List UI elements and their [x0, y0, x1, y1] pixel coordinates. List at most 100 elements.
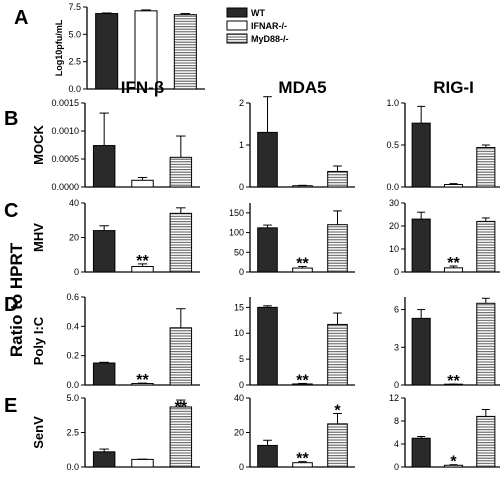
y-tick-label: 40: [234, 393, 244, 403]
bar-wt: [411, 317, 431, 386]
row-label: MOCK: [31, 125, 46, 165]
legend-swatch-ifnar: [226, 20, 248, 31]
y-tick-label: 6: [394, 305, 399, 315]
y-tick-label: 100: [229, 228, 244, 238]
row-label: SenV: [31, 416, 46, 449]
significance-stars: **: [296, 451, 309, 468]
panel-letter-b: B: [4, 108, 18, 130]
y-tick-label: 30: [389, 198, 399, 208]
legend: WT IFNAR-/- MyD88-/-: [226, 7, 289, 44]
panel-c-mda5: 0 50 100 150 **: [229, 203, 355, 277]
panel-d-ifnb: 0.0 0.2 0.4 0.6 ** D Poly I:C: [4, 292, 200, 390]
legend-label-ifnar: IFNAR-/-: [251, 21, 287, 31]
y-tick-label: 3: [394, 342, 399, 352]
bar-myd88: [173, 14, 197, 90]
y-tick-label: 0.0: [66, 462, 79, 472]
y-tick-label: 2.5: [66, 428, 79, 438]
y-tick-label: 150: [229, 208, 244, 218]
row-label: MHV: [31, 223, 46, 252]
bar-ifnar: [131, 458, 154, 468]
y-tick-label: 5.0: [66, 393, 79, 403]
bar-myd88: [169, 156, 193, 188]
y-tick-label: 0.5: [386, 140, 399, 150]
panel-c-rigi: 0 10 20 30 **: [389, 198, 500, 277]
bar-myd88: [476, 302, 496, 386]
y-tick-label: 0.6: [66, 292, 79, 302]
significance-stars: **: [296, 255, 309, 272]
y-tick-label: 0.0: [68, 84, 81, 94]
y-tick-label: 4: [394, 439, 399, 449]
panel-a: 0.0 2.5 5.0 7.5 A Log10pfu/mL: [14, 2, 205, 94]
y-tick-label: 0.0: [386, 182, 399, 192]
bar-wt: [95, 13, 119, 90]
bar-myd88: [476, 220, 496, 273]
bar-wt: [257, 444, 278, 468]
bar-myd88: [476, 415, 496, 468]
panel-b-ifnb: 0.0000 0.0005 0.0010 0.0015 B IFN-β MOCK: [4, 78, 200, 192]
panel-d-mda5: 0 5 10 15 **: [234, 297, 355, 390]
y-tick-label: 2.5: [68, 57, 81, 67]
y-tick-label: 0.0: [66, 380, 79, 390]
significance-stars: *: [334, 403, 341, 420]
y-tick-label: 20: [234, 428, 244, 438]
y-tick-label: 0: [74, 267, 79, 277]
bar-myd88: [327, 170, 348, 188]
y-tick-label: 0.4: [66, 321, 79, 331]
bar-wt: [411, 218, 431, 273]
bar-wt: [92, 145, 116, 188]
legend-swatch-myd88: [226, 33, 248, 44]
panel-e-ifnb: 0.0 2.5 5.0 ** E SenV: [4, 393, 200, 472]
y-tick-label: 0: [239, 267, 244, 277]
y-tick-label: 0.0015: [51, 98, 79, 108]
y-tick-label: 0.2: [66, 351, 79, 361]
significance-stars: **: [136, 253, 149, 270]
y-tick-label: 0: [239, 380, 244, 390]
bar-wt: [92, 230, 116, 273]
bar-wt: [92, 451, 116, 468]
significance-stars: *: [450, 454, 457, 471]
bar-ifnar: [443, 183, 464, 188]
panel-letter-d: D: [4, 294, 18, 316]
column-title: IFN-β: [121, 78, 164, 97]
y-tick-label: 1.0: [386, 98, 399, 108]
column-title: MDA5: [278, 78, 326, 97]
y-tick-label: 10: [389, 244, 399, 254]
panel-letter-c: C: [4, 200, 18, 222]
y-tick-label: 0: [239, 462, 244, 472]
y-tick-label: 15: [234, 302, 244, 312]
big-ylabel: Ratio to HPRT: [7, 242, 26, 357]
y-tick-label: 12: [389, 393, 399, 403]
y-tick-label: 8: [394, 416, 399, 426]
column-title: RIG-I: [433, 78, 474, 97]
y-tick-label: 0: [394, 380, 399, 390]
panel-b-rigi: 0.0 0.5 1.0 RIG-I: [386, 78, 500, 192]
y-axis-label: Log10pfu/mL: [54, 19, 64, 76]
bar-ifnar: [131, 179, 154, 188]
legend-swatch-wt: [226, 7, 248, 18]
y-tick-label: 0.0010: [51, 126, 79, 136]
bar-myd88: [327, 323, 348, 386]
y-tick-label: 7.5: [68, 2, 81, 12]
y-tick-label: 2: [239, 98, 244, 108]
significance-stars: **: [296, 372, 309, 389]
bar-wt: [411, 122, 431, 188]
y-tick-label: 5.0: [68, 29, 81, 39]
bar-wt: [257, 227, 278, 273]
panel-letter-e: E: [4, 395, 17, 417]
bar-myd88: [327, 423, 348, 468]
panel-d-rigi: 0 3 6 **: [394, 297, 500, 390]
y-tick-label: 0: [394, 267, 399, 277]
bar-myd88: [327, 224, 348, 273]
row-label: Poly I:C: [31, 316, 46, 365]
y-tick-label: 50: [234, 247, 244, 257]
y-tick-label: 0.0005: [51, 154, 79, 164]
bar-myd88: [476, 147, 496, 188]
y-tick-label: 20: [69, 233, 79, 243]
panel-c-ifnb: 0 20 40 ** C MHV: [4, 198, 200, 277]
significance-stars: **: [136, 372, 149, 389]
y-tick-label: 0.0000: [51, 182, 79, 192]
bar-ifnar: [292, 185, 313, 188]
bar-wt: [257, 131, 278, 188]
